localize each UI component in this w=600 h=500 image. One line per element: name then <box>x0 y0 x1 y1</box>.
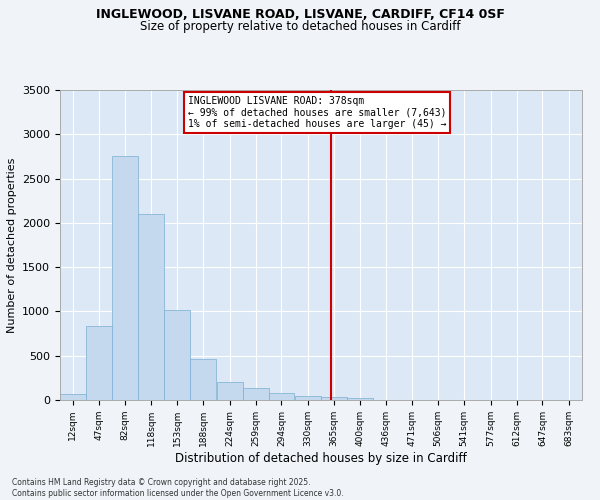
Bar <box>242 388 269 400</box>
Text: INGLEWOOD, LISVANE ROAD, LISVANE, CARDIFF, CF14 0SF: INGLEWOOD, LISVANE ROAD, LISVANE, CARDIF… <box>95 8 505 20</box>
Bar <box>295 396 321 400</box>
X-axis label: Distribution of detached houses by size in Cardiff: Distribution of detached houses by size … <box>175 452 467 464</box>
Y-axis label: Number of detached properties: Number of detached properties <box>7 158 17 332</box>
Bar <box>139 214 164 400</box>
Bar <box>321 398 347 400</box>
Text: INGLEWOOD LISVANE ROAD: 378sqm
← 99% of detached houses are smaller (7,643)
1% o: INGLEWOOD LISVANE ROAD: 378sqm ← 99% of … <box>188 96 446 130</box>
Bar <box>164 310 190 400</box>
Bar <box>347 398 373 400</box>
Bar <box>60 394 86 400</box>
Text: Size of property relative to detached houses in Cardiff: Size of property relative to detached ho… <box>140 20 460 33</box>
Bar <box>217 382 242 400</box>
Text: Contains HM Land Registry data © Crown copyright and database right 2025.
Contai: Contains HM Land Registry data © Crown c… <box>12 478 344 498</box>
Bar <box>112 156 137 400</box>
Bar <box>86 326 112 400</box>
Bar <box>190 360 216 400</box>
Bar <box>269 394 295 400</box>
